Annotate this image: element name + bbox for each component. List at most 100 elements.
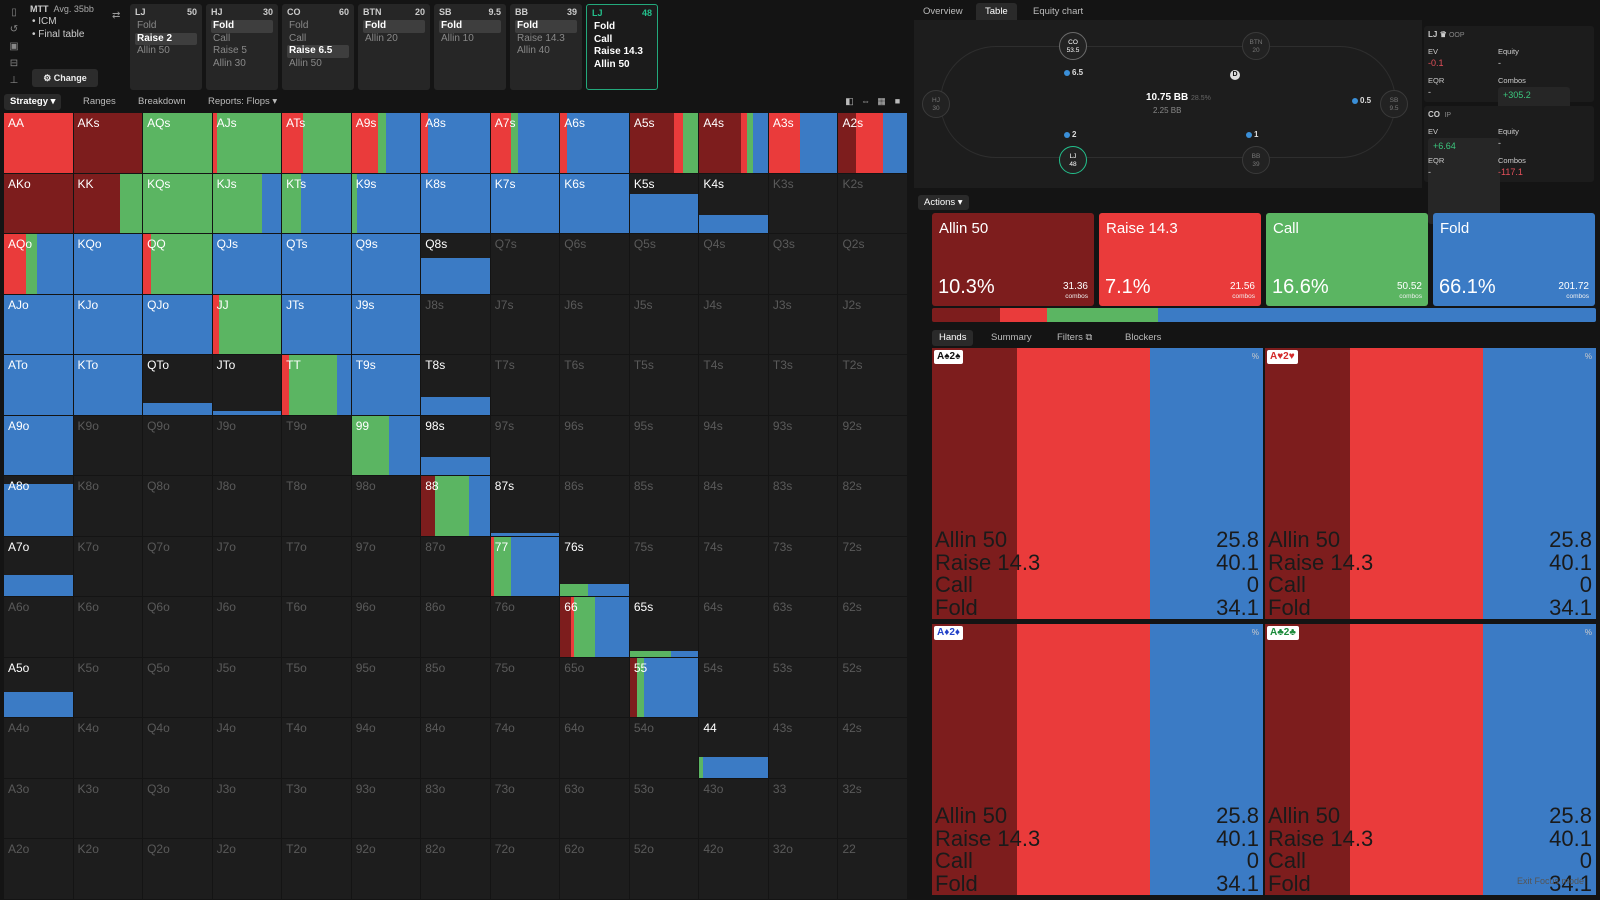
hand-combo-panel[interactable]: A♣2♣% Allin 50 25.8 Raise 14.3 40.1 Call 0 Fold… (1265, 624, 1596, 896)
hand-cell-a9o[interactable]: A9o (4, 415, 74, 477)
seat-btn[interactable]: BTN 20 (1242, 32, 1270, 60)
hand-cell-ajs[interactable]: AJs (212, 113, 283, 174)
hand-cell-q8s[interactable]: Q8s (421, 234, 491, 295)
hand-cell-k6s[interactable]: K6s (560, 173, 630, 235)
position-action[interactable]: Fold (211, 20, 273, 33)
hand-cell-k4o[interactable]: K4o (73, 718, 144, 779)
hand-cell-q9s[interactable]: Q9s (351, 234, 422, 295)
seat-lj[interactable]: LJ 48 (1059, 146, 1087, 174)
hand-cell-aks[interactable]: AKs (73, 113, 144, 174)
hand-cell-k9o[interactable]: K9o (73, 415, 144, 477)
history-icon[interactable]: ↺ (9, 24, 19, 35)
hand-cell-43s[interactable]: 43s (768, 718, 839, 779)
hand-cell-j2o[interactable]: J2o (212, 839, 283, 900)
hand-cell-44[interactable]: 44 (699, 718, 769, 779)
hand-cell-q4o[interactable]: Q4o (143, 718, 213, 779)
bookmark-icon[interactable]: ▯ (11, 7, 17, 18)
hand-cell-87o[interactable]: 87o (421, 536, 491, 598)
hand-cell-qq[interactable]: QQ (143, 234, 213, 295)
hand-cell-65o[interactable]: 65o (560, 657, 630, 719)
hand-cell-85s[interactable]: 85s (629, 476, 700, 537)
hand-cell-72s[interactable]: 72s (838, 536, 908, 598)
position-btn[interactable]: BTN 20 Fold Allin 20 (358, 4, 430, 90)
hand-cell-kk[interactable]: KK (73, 173, 144, 235)
hand-cell-k5o[interactable]: K5o (73, 657, 144, 719)
hand-cell-54o[interactable]: 54o (629, 718, 700, 779)
hand-cell-q2o[interactable]: Q2o (143, 839, 213, 900)
position-action[interactable]: Call (594, 33, 613, 45)
hand-cell-42s[interactable]: 42s (838, 718, 908, 779)
position-action[interactable]: Fold (289, 20, 309, 31)
hand-cell-64s[interactable]: 64s (699, 597, 769, 658)
tab-strategy[interactable]: Strategy ▾ (4, 94, 62, 110)
action-fold[interactable]: Fold 66.1% 201.72 combos (1433, 213, 1595, 306)
hand-cell-a5s[interactable]: A5s (629, 113, 700, 174)
hand-cell-k8s[interactable]: K8s (421, 173, 491, 235)
hand-cell-52s[interactable]: 52s (838, 657, 908, 719)
hand-cell-82s[interactable]: 82s (838, 476, 908, 537)
change-button[interactable]: ⚙ Change (32, 69, 98, 87)
hand-cell-k8o[interactable]: K8o (73, 476, 144, 537)
hand-cell-q3o[interactable]: Q3o (143, 778, 213, 840)
action-call[interactable]: Call 16.6% 50.52 combos (1266, 213, 1428, 306)
hand-cell-jj[interactable]: JJ (212, 294, 283, 356)
hand-cell-q6o[interactable]: Q6o (143, 597, 213, 658)
tab-filters[interactable]: Filters ⧉ (1057, 332, 1093, 343)
hand-cell-q7o[interactable]: Q7o (143, 536, 213, 598)
hand-cell-t6o[interactable]: T6o (282, 597, 352, 658)
hand-cell-t2s[interactable]: T2s (838, 355, 908, 416)
hand-cell-96s[interactable]: 96s (560, 415, 630, 477)
hand-cell-65s[interactable]: 65s (629, 597, 700, 658)
hand-cell-85o[interactable]: 85o (421, 657, 491, 719)
hand-cell-43o[interactable]: 43o (699, 778, 769, 840)
hand-cell-kjo[interactable]: KJo (73, 294, 144, 356)
position-action[interactable]: Call (213, 32, 231, 44)
hand-cell-kqo[interactable]: KQo (73, 234, 144, 295)
hand-cell-a6o[interactable]: A6o (4, 597, 74, 658)
hand-cell-k3o[interactable]: K3o (73, 778, 144, 840)
hand-cell-q6s[interactable]: Q6s (560, 234, 630, 295)
hand-cell-k3s[interactable]: K3s (768, 173, 839, 235)
hand-cell-95o[interactable]: 95o (351, 657, 422, 719)
hand-cell-j6o[interactable]: J6o (212, 597, 283, 658)
hand-cell-qjs[interactable]: QJs (212, 234, 283, 295)
hand-cell-t9s[interactable]: T9s (351, 355, 422, 416)
position-action[interactable]: Allin 50 (137, 45, 170, 56)
hand-cell-aa[interactable]: AA (4, 113, 74, 174)
hand-cell-62s[interactable]: 62s (838, 597, 908, 658)
hand-cell-a3o[interactable]: A3o (4, 778, 74, 840)
hand-cell-qjo[interactable]: QJo (143, 294, 213, 356)
actions-dropdown[interactable]: Actions ▾ (918, 195, 969, 210)
hand-cell-a9s[interactable]: A9s (351, 113, 422, 174)
compare-icon[interactable]: ◧ (845, 96, 854, 106)
position-action[interactable]: Allin 20 (365, 32, 398, 44)
hand-cell-73s[interactable]: 73s (768, 536, 839, 598)
hand-cell-k7s[interactable]: K7s (490, 173, 561, 235)
hand-cell-qts[interactable]: QTs (282, 234, 352, 295)
tab-table[interactable]: Table (976, 3, 1017, 20)
hand-cell-t3s[interactable]: T3s (768, 355, 839, 416)
hand-cell-a5o[interactable]: A5o (4, 657, 74, 719)
hand-cell-j9s[interactable]: J9s (351, 294, 422, 356)
hand-cell-84o[interactable]: 84o (421, 718, 491, 779)
hand-cell-84s[interactable]: 84s (699, 476, 769, 537)
hand-cell-72o[interactable]: 72o (490, 839, 561, 900)
hand-cell-33[interactable]: 33 (768, 778, 839, 840)
hand-cell-j2s[interactable]: J2s (838, 294, 908, 356)
hand-cell-76s[interactable]: 76s (560, 536, 630, 598)
tab-ranges[interactable]: Ranges (83, 96, 116, 107)
position-action[interactable]: Allin 30 (213, 57, 246, 69)
hand-cell-j5o[interactable]: J5o (212, 657, 283, 719)
hand-cell-j4s[interactable]: J4s (699, 294, 769, 356)
hand-cell-j5s[interactable]: J5s (629, 294, 700, 356)
position-action[interactable]: Raise 5 (213, 45, 247, 56)
hand-cell-52o[interactable]: 52o (629, 839, 700, 900)
hand-cell-54s[interactable]: 54s (699, 657, 769, 719)
hand-cell-t5s[interactable]: T5s (629, 355, 700, 416)
hand-cell-75s[interactable]: 75s (629, 536, 700, 598)
hand-cell-22[interactable]: 22 (838, 839, 908, 900)
hand-cell-97o[interactable]: 97o (351, 536, 422, 598)
link-icon[interactable]: ⇄ (112, 10, 121, 21)
action-allin[interactable]: Allin 50 10.3% 31.36 combos (932, 213, 1094, 306)
hand-cell-q5s[interactable]: Q5s (629, 234, 700, 295)
